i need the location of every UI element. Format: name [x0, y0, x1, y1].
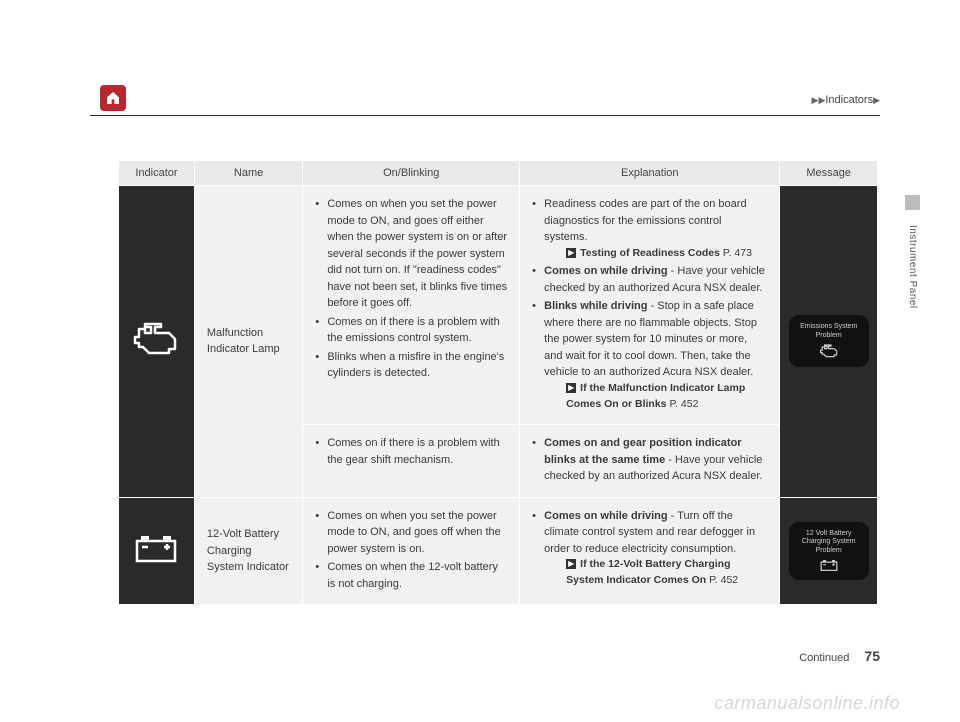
battery-mini-icon [818, 558, 840, 572]
bold: Blinks while driving [544, 300, 647, 312]
continued-label: Continued [799, 652, 849, 664]
footer: Continued 75 [799, 648, 880, 664]
malfunction-explanation-b: Comes on and gear position indicator bli… [520, 425, 780, 498]
top-rule [90, 115, 880, 116]
ref-label: If the 12-Volt Battery Charging System I… [566, 558, 730, 586]
ref: ▶If the Malfunction Indicator Lamp Comes… [544, 381, 767, 413]
bullet: Blinks while driving - Stop in a safe pl… [532, 298, 767, 412]
bullet: Comes on and gear position indicator bli… [532, 435, 767, 485]
indicators-table: Indicator Name On/Blinking Explanation M… [118, 160, 878, 605]
ref-arrow-icon: ▶ [566, 383, 576, 393]
message-panel: Emissions System Problem [789, 315, 869, 367]
col-message: Message [780, 161, 878, 186]
home-icon[interactable] [100, 85, 126, 111]
bold: Comes on while driving [544, 265, 667, 277]
malfunction-explanation-a: Readiness codes are part of the on board… [520, 186, 780, 425]
bullet: Comes on when the 12-volt battery is not… [315, 559, 507, 592]
bold: Comes on while driving [544, 510, 667, 522]
ref-page: P. 473 [723, 247, 752, 259]
bullet: Comes on while driving - Turn off the cl… [532, 508, 767, 589]
bullet: Readiness codes are part of the on board… [532, 196, 767, 261]
breadcrumb: ▶▶Indicators▶ [812, 94, 880, 106]
battery-explanation: Comes on while driving - Turn off the cl… [520, 497, 780, 605]
ref-arrow-icon: ▶ [566, 248, 576, 258]
message-panel: 12 Volt Battery Charging System Problem [789, 522, 869, 580]
malfunction-onblink-b: Comes on if there is a problem with the … [303, 425, 520, 498]
ref-page: P. 452 [709, 574, 738, 586]
message-text: Emissions System Problem [800, 323, 857, 338]
malfunction-name: Malfunction Indicator Lamp [194, 186, 302, 498]
bullet: Comes on when you set the power mode to … [315, 196, 507, 312]
table-row: 12-Volt Battery Charging System Indicato… [119, 497, 878, 605]
bullet: Comes on if there is a problem with the … [315, 435, 507, 468]
col-indicator: Indicator [119, 161, 195, 186]
section-tab [905, 195, 920, 210]
bullet: Comes on if there is a problem with the … [315, 314, 507, 347]
engine-mini-icon [818, 343, 840, 359]
arrow-icon: ▶ [873, 95, 880, 105]
breadcrumb-label: Indicators [825, 94, 873, 106]
text: Readiness codes are part of the on board… [544, 198, 746, 243]
battery-icon [131, 531, 181, 565]
battery-icon-cell [119, 497, 195, 605]
bullet: Comes on while driving - Have your vehic… [532, 263, 767, 296]
ref-label: Testing of Readiness Codes [580, 247, 720, 259]
ref: ▶ Testing of Readiness Codes P. 473 [544, 246, 767, 262]
section-label: Instrument Panel [907, 225, 918, 309]
table-row: Malfunction Indicator Lamp Comes on when… [119, 186, 878, 425]
ref: ▶If the 12-Volt Battery Charging System … [544, 557, 767, 589]
ref-arrow-icon: ▶ [566, 559, 576, 569]
engine-icon [131, 319, 181, 359]
col-onblink: On/Blinking [303, 161, 520, 186]
bullet: Blinks when a misfire in the engine's cy… [315, 349, 507, 382]
malfunction-message: Emissions System Problem [780, 186, 878, 498]
malfunction-icon-cell [119, 186, 195, 498]
house-icon [105, 90, 121, 106]
ref-label: If the Malfunction Indicator Lamp Comes … [566, 382, 745, 410]
battery-name: 12-Volt Battery Charging System Indicato… [194, 497, 302, 605]
message-text: 12 Volt Battery Charging System Problem [802, 530, 856, 554]
col-explanation: Explanation [520, 161, 780, 186]
watermark: carmanualsonline.info [714, 693, 900, 714]
battery-onblink: Comes on when you set the power mode to … [303, 497, 520, 605]
ref-page: P. 452 [669, 398, 698, 410]
col-name: Name [194, 161, 302, 186]
bullet: Comes on when you set the power mode to … [315, 508, 507, 558]
battery-message: 12 Volt Battery Charging System Problem [780, 497, 878, 605]
page-number: 75 [864, 648, 880, 664]
malfunction-onblink-a: Comes on when you set the power mode to … [303, 186, 520, 425]
